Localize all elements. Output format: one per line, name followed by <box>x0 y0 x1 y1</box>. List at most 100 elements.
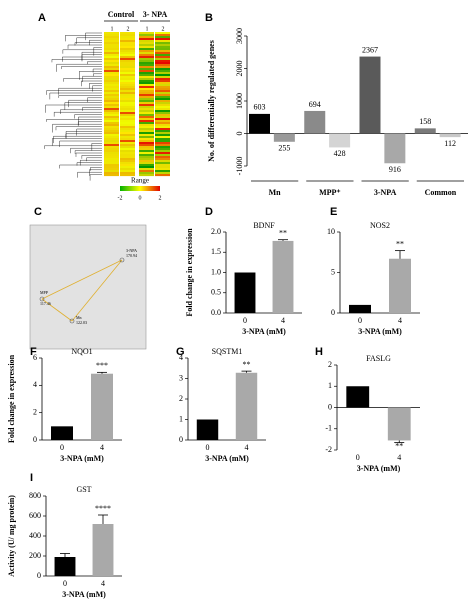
heat-cell <box>104 168 119 171</box>
heat-cell <box>139 42 154 45</box>
heat-cell <box>139 124 154 127</box>
heat-cell <box>104 174 119 177</box>
heat-cell <box>139 44 154 47</box>
heat-cell <box>139 132 154 135</box>
bar <box>51 426 73 440</box>
heat-cell <box>155 152 170 155</box>
y-tick-label: 800 <box>29 491 41 500</box>
heat-cell <box>120 152 135 155</box>
heat-cell <box>120 54 135 57</box>
x-tick-label: 0 <box>356 453 360 462</box>
heat-cell <box>155 100 170 103</box>
edge <box>41 259 123 300</box>
panel-label: I <box>30 472 33 484</box>
bar <box>54 557 76 576</box>
heat-cell <box>139 156 154 159</box>
heat-cell <box>139 138 154 141</box>
y-tick-label: 0.0 <box>211 308 221 317</box>
heat-cell <box>139 72 154 75</box>
heat-cell <box>139 70 154 73</box>
y-tick-label: 200 <box>29 551 41 560</box>
panel-label: E <box>330 206 337 218</box>
x-tick-label: 0 <box>206 443 210 452</box>
heat-cell <box>139 48 154 51</box>
heat-cell <box>139 122 154 125</box>
heat-cell <box>104 76 119 79</box>
heat-cell <box>104 62 119 65</box>
heat-cell <box>139 166 154 169</box>
heat-cell <box>155 134 170 137</box>
heat-cell <box>120 142 135 145</box>
x-axis-label: 3-NPA (mM) <box>205 454 249 463</box>
heat-cell <box>104 40 119 43</box>
y-tick-label: 6 <box>33 353 37 362</box>
heat-cell <box>139 164 154 167</box>
heat-cell <box>155 128 170 131</box>
heat-cell <box>104 54 119 57</box>
heat-cell <box>104 130 119 133</box>
heat-cell <box>104 92 119 95</box>
heat-cell <box>104 78 119 81</box>
heat-cell <box>155 154 170 157</box>
heat-cell <box>155 76 170 79</box>
heat-cell <box>104 152 119 155</box>
heat-cell <box>120 82 135 85</box>
heat-cell <box>155 38 170 41</box>
heat-cell <box>155 74 170 77</box>
y-tick-label: 0 <box>328 402 332 411</box>
heat-cell <box>120 70 135 73</box>
y-tick-label: 0 <box>331 308 335 317</box>
heat-cell <box>120 84 135 87</box>
heat-cell <box>104 154 119 157</box>
heat-cell <box>155 108 170 111</box>
heat-cell <box>155 164 170 167</box>
x-axis-label: 3-NPA (mM) <box>357 464 401 473</box>
heat-cell <box>139 74 154 77</box>
heat-cell <box>155 42 170 45</box>
heat-cell <box>104 94 119 97</box>
bar <box>91 373 113 440</box>
heat-cell <box>155 116 170 119</box>
y-tick-label: -1000 <box>235 157 244 176</box>
heat-cell <box>120 86 135 89</box>
heat-cell <box>104 80 119 83</box>
heat-cell <box>104 128 119 131</box>
heat-cell <box>120 166 135 169</box>
heat-cell <box>155 54 170 57</box>
heat-cell <box>120 56 135 59</box>
heat-cell <box>104 36 119 39</box>
panel-label: H <box>315 346 323 358</box>
column-label: 1 <box>146 26 149 32</box>
heat-cell <box>139 106 154 109</box>
heat-cell <box>120 106 135 109</box>
significance: ** <box>279 229 287 238</box>
heat-cell <box>104 64 119 67</box>
heat-cell <box>104 60 119 63</box>
heat-cell <box>120 156 135 159</box>
y-tick-label: 0 <box>37 571 41 580</box>
bar <box>249 113 270 134</box>
bar <box>387 407 411 441</box>
heat-cell <box>104 138 119 141</box>
heat-cell <box>120 130 135 133</box>
chart-title: NOS2 <box>370 221 390 230</box>
x-tick-label: 3-NPA <box>374 188 397 197</box>
heat-cell <box>104 58 119 61</box>
heat-cell <box>104 158 119 161</box>
heat-cell <box>104 52 119 55</box>
heat-cell <box>104 100 119 103</box>
heat-cell <box>139 86 154 89</box>
heat-cell <box>139 128 154 131</box>
y-tick-label: 4 <box>179 353 183 362</box>
heat-cell <box>104 82 119 85</box>
heat-cell <box>120 78 135 81</box>
heat-cell <box>104 110 119 113</box>
heat-cell <box>120 172 135 175</box>
heat-cell <box>104 136 119 139</box>
heat-cell <box>155 146 170 149</box>
heat-cell <box>104 84 119 87</box>
data-label: 112 <box>444 139 456 148</box>
heat-cell <box>139 64 154 67</box>
heat-cell <box>120 108 135 111</box>
